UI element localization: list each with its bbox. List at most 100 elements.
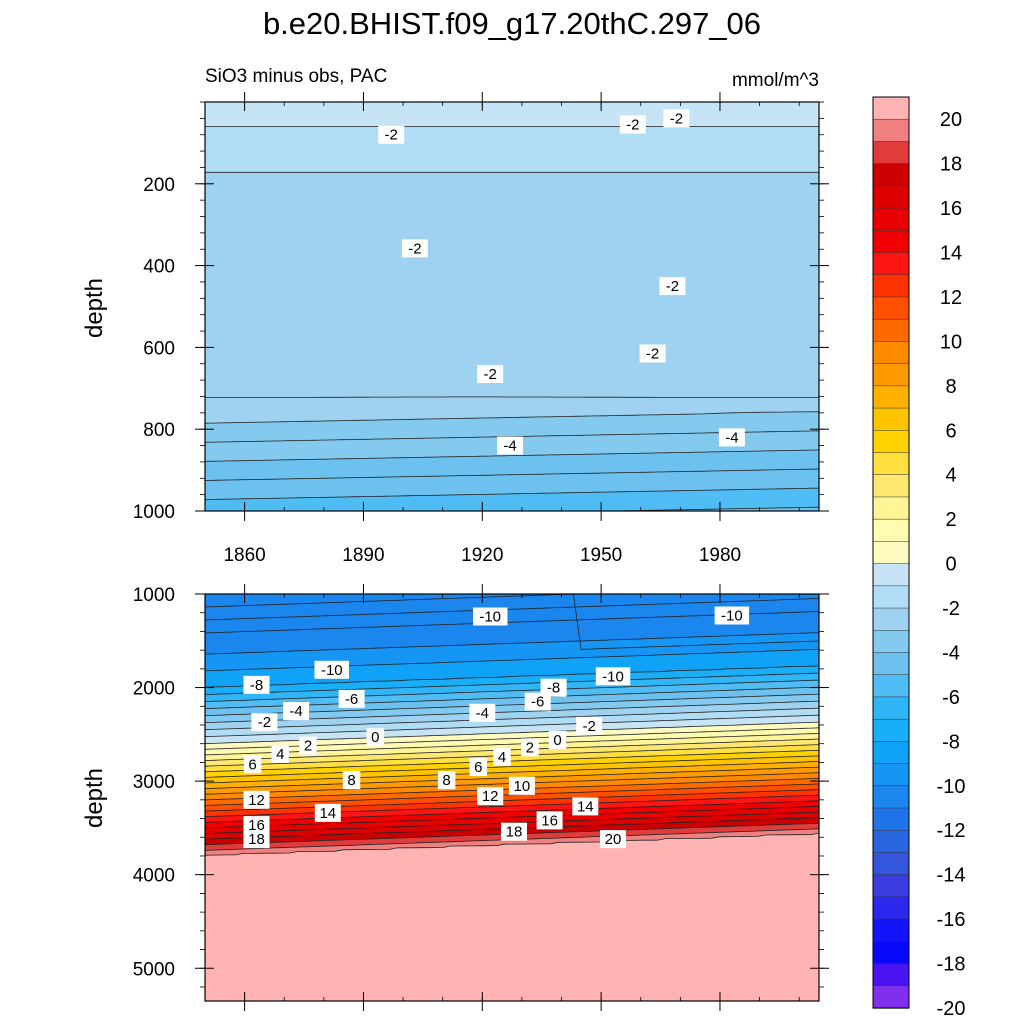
svg-text:8: 8 [442,772,450,789]
svg-text:-2: -2 [646,346,659,363]
contour-label: -2 [659,277,686,296]
colorbar-swatch [872,518,910,543]
x-tick-label: 1950 [580,545,622,566]
contour-label: -10 [714,606,750,625]
upper-subtitle-left: SiO3 minus obs, PAC [205,66,387,87]
contour-label: 8 [437,771,456,790]
contour-label: 12 [243,790,270,809]
svg-text:-10: -10 [721,608,743,625]
y-tick-label: 600 [143,338,175,359]
colorbar-swatch [872,985,910,1009]
svg-text:8: 8 [347,772,355,789]
svg-text:14: 14 [577,798,594,815]
colorbar-swatch [872,118,910,143]
colorbar-label: 0 [945,554,956,576]
svg-text:20: 20 [605,831,622,848]
colorbar-swatch [872,185,910,209]
upper-plot-frame [204,101,820,512]
colorbar-swatch [872,385,910,409]
colorbar-swatch [872,474,910,498]
svg-text:-10: -10 [602,668,624,685]
contour-label: -2 [378,125,405,144]
contour-label: 2 [299,736,317,755]
colorbar-label: 14 [940,243,962,265]
colorbar-label: -18 [937,954,966,976]
svg-text:-4: -4 [503,438,516,455]
svg-text:16: 16 [541,812,558,829]
contour-label: -6 [338,689,365,708]
contour-line [205,665,819,688]
contour-label: -4 [718,428,745,447]
contour-label: -2 [619,115,646,134]
colorbar-swatch [872,741,910,765]
colorbar-label: -6 [942,687,960,709]
svg-text:-2: -2 [408,240,421,257]
contour-label: 10 [508,776,535,795]
contour-line [205,396,819,399]
contour-line [205,738,819,761]
svg-text:16: 16 [248,817,265,834]
contour-line [205,755,819,778]
contour-label: 8 [342,771,361,790]
colorbar-label: 18 [940,154,962,176]
x-tick-label: 1920 [461,545,503,566]
svg-text:-2: -2 [626,117,639,134]
colorbar-swatch [872,541,910,565]
colorbar-swatch [872,274,910,298]
svg-text:14: 14 [319,805,336,822]
colorbar-label: -2 [942,598,960,620]
svg-text:-2: -2 [666,278,679,295]
svg-text:-6: -6 [345,691,358,708]
upper-ticks: 1860 1890 1920 1950 1980 200 400 600 800 1000 [133,92,829,566]
colorbar-label: -4 [942,643,960,665]
contour-label: -2 [477,365,504,383]
svg-text:4: 4 [498,749,506,766]
contour-line [205,832,819,856]
contour-line [205,761,819,784]
upper-contour-fills [205,102,819,511]
svg-text:-2: -2 [484,366,497,383]
colorbar-swatch [872,585,910,609]
colorbar-swatch [872,763,910,787]
contour-label: 2 [521,738,539,757]
x-tick-label: 1980 [699,545,741,566]
svg-text:-8: -8 [250,677,263,694]
contour-line [205,707,819,731]
colorbar-frame [872,96,910,1009]
contour-label: -6 [524,692,551,711]
svg-text:4: 4 [276,746,284,763]
contour-label: 0 [548,731,567,749]
contour-line [205,806,819,829]
svg-text:-10: -10 [479,609,501,626]
svg-text:18: 18 [248,831,265,848]
svg-text:18: 18 [506,824,523,841]
svg-text:0: 0 [371,729,379,746]
colorbar-swatch [872,163,910,187]
colorbar-swatch [872,230,910,254]
colorbar-swatch [872,674,910,698]
colorbar-swatch [872,718,910,743]
lower-contour-fills [205,594,819,1001]
contour-label: 14 [314,803,341,822]
contour-line [205,632,819,655]
contour-line [205,487,819,500]
colorbar-swatch [872,407,910,431]
colorbar-label: 20 [940,109,962,131]
colorbar-label: -16 [937,909,966,931]
contour-label: 16 [536,811,563,830]
svg-text:-4: -4 [725,429,738,446]
contour-label: 18 [243,830,270,849]
colorbar-label: 4 [945,465,956,487]
svg-text:0: 0 [553,732,561,749]
contour-line [205,411,819,424]
contour-label: -8 [243,675,270,694]
svg-text:6: 6 [474,759,482,776]
svg-text:12: 12 [482,788,499,805]
contour-band [205,488,819,511]
contour-line [205,672,819,695]
contour-line [205,449,819,462]
colorbar-swatch [872,829,910,854]
colorbar-swatch [872,896,910,920]
contour-label: -8 [540,678,567,697]
